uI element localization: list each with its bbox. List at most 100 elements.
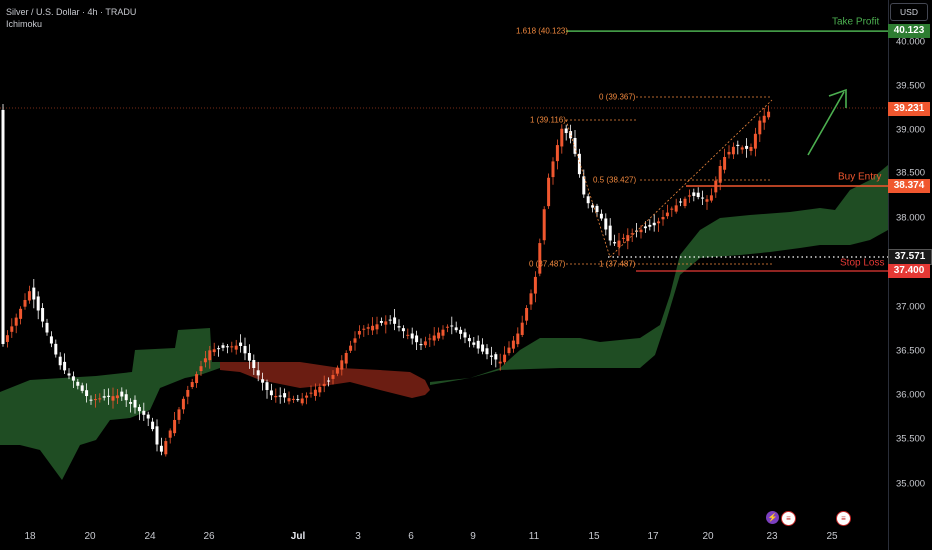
take-profit-label: Take Profit <box>832 16 880 28</box>
indicator-name: Ichimoku <box>6 19 43 29</box>
bear-candle <box>133 399 137 408</box>
bear-candle <box>692 192 696 196</box>
bull-candle <box>529 293 533 305</box>
y-tick: 40.000 <box>896 36 926 48</box>
bear-candle <box>586 196 590 204</box>
bull-candle <box>437 332 441 339</box>
bull-candle <box>525 308 529 321</box>
x-tick: 26 <box>203 531 215 542</box>
last-price-badge: 39.231 <box>888 102 930 116</box>
us-flag-event-icon[interactable]: ≡ <box>781 511 796 526</box>
bear-candle <box>379 321 383 323</box>
y-tick: 36.500 <box>896 345 926 357</box>
bear-candle <box>283 393 287 398</box>
bear-candle <box>247 353 251 361</box>
bull-candle <box>5 335 9 342</box>
fib-trend-line <box>609 99 773 258</box>
bull-candle <box>617 240 621 248</box>
bull-candle <box>366 327 370 329</box>
bear-candle <box>36 296 40 311</box>
bull-candle <box>344 353 348 364</box>
bear-candle <box>89 399 93 401</box>
bull-candle <box>767 111 771 118</box>
bear-candle <box>463 332 467 338</box>
bull-candle <box>498 361 502 364</box>
bear-candle <box>679 201 683 203</box>
candlesticks <box>1 103 771 457</box>
bear-candle <box>613 242 617 244</box>
bear-candle <box>102 396 106 398</box>
bear-candle <box>239 342 243 346</box>
bear-candle <box>120 391 124 397</box>
bear-candle <box>489 355 493 357</box>
bull-candle <box>291 398 295 400</box>
bull-candle <box>309 392 313 394</box>
bear-candle <box>265 382 269 390</box>
us-flag-event-icon[interactable]: ≡ <box>836 511 851 526</box>
take-profit-price-badge: 40.123 <box>888 24 930 38</box>
bear-candle <box>604 218 608 230</box>
fib-label: 1.618 (40.123) <box>516 26 569 36</box>
bear-candle <box>137 407 141 412</box>
bear-candle <box>652 222 656 226</box>
buy-entry-price-badge: 38.374 <box>888 179 930 193</box>
bull-candle <box>98 398 102 400</box>
x-tick: 25 <box>826 531 838 542</box>
buy-entry-label: Buy Entry <box>838 171 882 183</box>
bear-candle <box>129 402 133 404</box>
bull-candle <box>384 321 388 325</box>
bull-candle <box>199 366 203 371</box>
x-tick: 3 <box>355 531 361 542</box>
bear-candle <box>67 373 71 376</box>
x-tick: 18 <box>24 531 36 542</box>
bull-candle <box>313 389 317 396</box>
bear-candle <box>80 385 84 391</box>
bear-candle <box>415 335 419 343</box>
bull-candle <box>177 409 181 420</box>
bull-candle <box>753 133 757 149</box>
bear-candle <box>71 376 75 381</box>
bull-candle <box>190 382 194 388</box>
ichimoku-cloud <box>0 165 888 480</box>
bear-candle <box>485 348 489 355</box>
bear-candle <box>450 325 454 327</box>
bull-candle <box>723 157 727 170</box>
bull-candle <box>626 235 630 242</box>
bear-candle <box>401 328 405 332</box>
bear-candle <box>393 317 397 324</box>
bull-candle <box>362 328 366 330</box>
bull-candle <box>230 346 234 348</box>
bear-candle <box>648 224 652 227</box>
bear-candle <box>1 109 5 345</box>
bull-candle <box>14 317 18 326</box>
bull-candle <box>547 177 551 207</box>
bull-candle <box>709 195 713 201</box>
bear-candle <box>32 287 36 300</box>
bear-candle <box>146 414 150 419</box>
bull-candle <box>445 326 449 328</box>
currency-button[interactable]: USD <box>890 3 928 21</box>
bear-candle <box>410 333 414 339</box>
bull-candle <box>560 128 564 147</box>
x-tick: 20 <box>84 531 96 542</box>
x-tick: 15 <box>588 531 600 542</box>
bull-candle <box>714 180 718 193</box>
bull-candle <box>705 199 709 202</box>
bear-candle <box>243 345 247 354</box>
bull-candle <box>173 419 177 434</box>
bear-candle <box>454 327 458 331</box>
bear-candle <box>388 319 392 321</box>
y-tick: 39.500 <box>896 80 926 92</box>
x-tick: 24 <box>144 531 156 542</box>
bull-candle <box>168 430 172 438</box>
bear-candle <box>41 308 45 322</box>
bull-candle <box>234 345 238 350</box>
bear-candle <box>217 348 221 350</box>
lightning-event-icon[interactable]: ⚡ <box>766 511 779 524</box>
bear-candle <box>459 329 463 334</box>
bull-candle <box>687 195 691 197</box>
bear-candle <box>745 145 749 149</box>
bear-candle <box>494 354 498 360</box>
chart-lines <box>0 30 888 272</box>
